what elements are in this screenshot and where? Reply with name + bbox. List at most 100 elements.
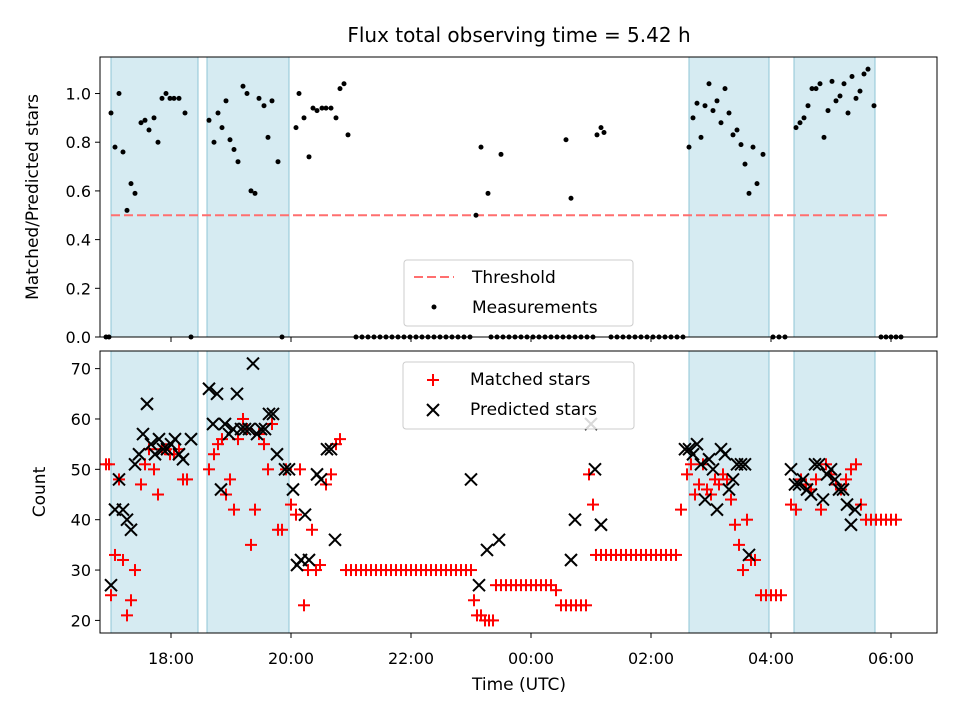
- predicted-star-point: [262, 407, 276, 421]
- measurement-point: [112, 144, 118, 150]
- measurement-point: [215, 110, 221, 116]
- x-tick-label: 06:00: [868, 649, 914, 668]
- measurement-point: [702, 103, 708, 109]
- predicted-star-point: [148, 447, 162, 461]
- predicted-star-point: [140, 397, 154, 411]
- matched-star-point: [276, 523, 288, 536]
- measurement-point: [296, 91, 302, 97]
- predicted-star-point: [266, 407, 280, 421]
- bottom-x-ticks: 18:00 20:00 22:00 00:00 02:00 04:00 06:00: [148, 633, 914, 668]
- measurement-point: [598, 125, 604, 131]
- measurement-point: [206, 117, 212, 123]
- predicted-star-point: [828, 472, 842, 487]
- matched-star-point: [285, 498, 297, 511]
- measurement-point: [248, 188, 254, 194]
- predicted-star-point: [112, 472, 126, 487]
- matched-star-point: [729, 518, 741, 531]
- matched-star-point: [208, 448, 220, 461]
- cross-b: [726, 472, 740, 487]
- y-tick-label: 60: [71, 410, 91, 429]
- observing-window: [688, 56, 770, 338]
- predicted-star-point: [694, 457, 708, 472]
- measurement-point: [498, 151, 504, 157]
- bottom-legend-box: [402, 361, 635, 430]
- measurement-point: [754, 181, 760, 187]
- matched-star-point: [139, 458, 151, 471]
- chart-title: Flux total observing time = 5.42 h: [347, 23, 690, 47]
- y-tick-label: 0.4: [66, 231, 91, 250]
- measurement-point: [223, 98, 229, 104]
- predicted-star-point: [286, 482, 300, 497]
- y-tick-label: 70: [71, 360, 91, 379]
- predicted-star-point: [278, 462, 292, 477]
- measurement-point: [563, 137, 569, 143]
- matched-star-point: [790, 503, 802, 516]
- cross-b: [718, 447, 732, 461]
- measurement-point: [319, 105, 325, 111]
- legend-predicted-swatch: [426, 403, 440, 417]
- predicted-star-point: [230, 387, 244, 401]
- predicted-star-point: [718, 447, 732, 461]
- matched-star-point: [109, 548, 121, 561]
- predicted-star-point: [282, 462, 296, 477]
- measurement-point: [211, 139, 217, 145]
- measurement-point: [256, 95, 262, 101]
- top-panel: 0.0 0.2 0.4 0.6 0.8 1.0 Matched/Predicted sta…: [23, 56, 938, 347]
- matched-star-point: [468, 594, 480, 607]
- measurement-point: [231, 147, 237, 153]
- cross-b: [824, 462, 838, 477]
- cross-b: [254, 422, 268, 436]
- matched-star-point: [670, 548, 682, 561]
- matched-star-point: [725, 493, 737, 506]
- observing-window: [110, 350, 199, 634]
- matched-star-point: [181, 473, 193, 486]
- measurement-point: [265, 134, 271, 140]
- cross-b: [282, 462, 296, 477]
- cross-b: [176, 452, 190, 466]
- matched-star-point: [587, 498, 599, 511]
- predicted-star-point: [738, 457, 752, 472]
- measurement-point: [345, 132, 351, 138]
- cross-b: [804, 487, 818, 502]
- matched-star-point: [850, 458, 862, 471]
- measurement-point: [837, 93, 843, 99]
- measurement-point: [690, 115, 696, 121]
- matched-star-point: [334, 433, 346, 446]
- measurement-point: [726, 110, 732, 116]
- measurement-point: [132, 190, 138, 196]
- top-legend-box: [403, 259, 634, 327]
- measurement-point: [813, 86, 819, 92]
- cross-b: [124, 523, 138, 537]
- measurement-point: [801, 115, 807, 121]
- cross-b: [844, 518, 858, 532]
- measurement-point: [722, 86, 728, 92]
- cross-b: [788, 477, 802, 492]
- predicted-star-point: [184, 432, 198, 446]
- predicted-star-point: [144, 437, 158, 451]
- predicted-star-point: [844, 518, 858, 532]
- measurement-point: [825, 108, 831, 114]
- y-tick-label: 0.6: [66, 182, 91, 201]
- measurement-point: [746, 190, 752, 196]
- cross-b: [328, 533, 342, 547]
- cross-b: [298, 507, 312, 522]
- predicted-star-point: [152, 432, 166, 446]
- matched-star-point: [290, 508, 302, 521]
- measurement-point: [809, 86, 815, 92]
- top-observing-windows: [110, 56, 876, 338]
- predicted-star-point: [722, 482, 736, 497]
- predicted-star-point: [218, 417, 232, 431]
- predicted-star-point: [206, 417, 220, 431]
- predicted-star-point: [270, 447, 284, 461]
- cross-b: [836, 482, 850, 497]
- cross-b: [278, 462, 292, 477]
- bottom-axes-frame: [99, 350, 938, 634]
- matched-star-point: [693, 478, 705, 491]
- measurement-point: [128, 181, 134, 187]
- predicted-star-point: [116, 502, 130, 517]
- y-tick-label: 40: [71, 511, 91, 530]
- cross-b: [104, 578, 118, 592]
- measurement-point: [323, 105, 329, 111]
- measurement-point: [821, 134, 827, 140]
- measurement-point: [601, 129, 607, 135]
